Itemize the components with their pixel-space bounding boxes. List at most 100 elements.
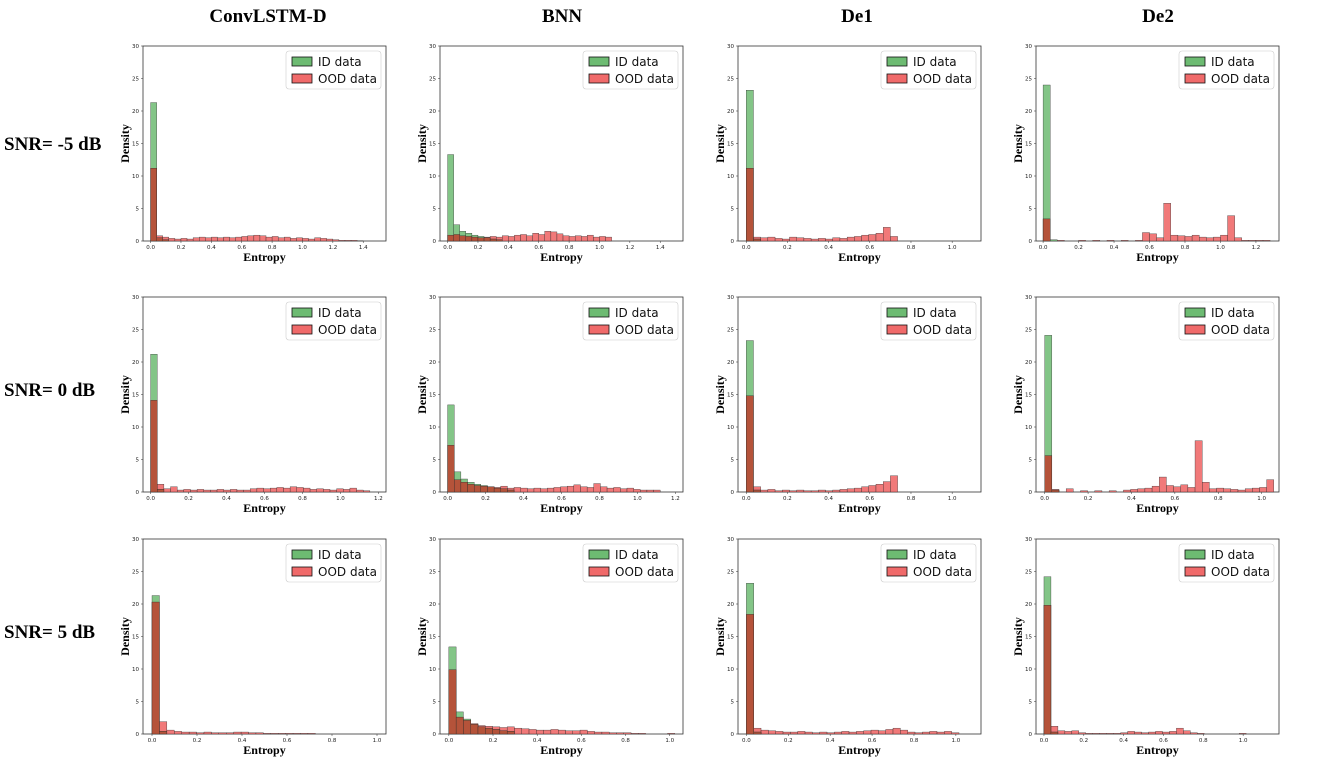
y-tick-label: 5 — [731, 458, 735, 464]
ood-bar — [1162, 731, 1170, 735]
ood-bar — [834, 731, 842, 735]
overlap-bar — [1050, 731, 1059, 735]
overlap-bar — [753, 238, 761, 242]
ood-bar — [308, 238, 315, 242]
y-tick-label: 20 — [132, 360, 139, 366]
y-tick-label: 20 — [1025, 360, 1032, 366]
legend: ID data OOD data — [880, 50, 977, 90]
x-tick-label: 0.6 — [865, 245, 874, 251]
x-tick-label: 0.8 — [298, 496, 307, 502]
legend-label-ood: OOD data — [318, 323, 377, 337]
ood-bar — [1180, 484, 1189, 493]
ood-bar — [190, 489, 198, 493]
ood-bar — [1262, 240, 1271, 242]
y-tick-label: 15 — [132, 393, 139, 399]
ood-bar — [255, 732, 264, 735]
legend-swatch-ood — [291, 73, 313, 84]
ood-bar — [520, 234, 527, 242]
ood-bar — [550, 729, 559, 735]
x-axis-label: Entropy — [243, 501, 285, 515]
ood-bar — [760, 237, 769, 242]
y-tick-label: 20 — [727, 109, 734, 115]
ood-bar — [861, 234, 869, 242]
ood-bar — [1080, 490, 1088, 493]
y-tick-label: 30 — [727, 44, 734, 50]
y-tick-label: 10 — [132, 425, 139, 431]
x-tick-label: 1.2 — [671, 496, 680, 502]
x-tick-label: 0.6 — [1159, 738, 1168, 744]
y-tick-label: 30 — [727, 537, 734, 543]
ood-bar — [296, 237, 303, 242]
y-tick-label: 30 — [132, 295, 139, 301]
y-tick-label: 0 — [731, 732, 735, 738]
ood-bar — [573, 484, 581, 493]
ood-bar — [580, 486, 588, 493]
ood-bar — [226, 732, 234, 735]
ood-bar — [538, 234, 545, 242]
y-axis-label: Density — [118, 617, 132, 656]
legend-label-id: ID data — [1211, 55, 1255, 69]
x-tick-label: 1.0 — [948, 245, 957, 251]
ood-bar — [832, 237, 841, 242]
ood-bar — [854, 236, 862, 242]
x-tick-label: 0.6 — [865, 496, 874, 502]
overlap-bar — [477, 726, 486, 735]
legend: ID data OOD data — [1178, 301, 1275, 341]
id-bar — [447, 154, 454, 242]
legend: ID data OOD data — [582, 543, 679, 583]
ood-bar — [914, 732, 923, 735]
ood-bar — [211, 236, 218, 242]
x-tick-label: 0.4 — [1110, 245, 1119, 251]
legend-label-id: ID data — [615, 306, 659, 320]
y-tick-label: 10 — [429, 667, 436, 673]
x-tick-label: 0.8 — [907, 245, 916, 251]
x-tick-label: 0.2 — [193, 738, 202, 744]
x-axis-label: Entropy — [1136, 250, 1178, 264]
overlap-bar — [463, 720, 471, 735]
ood-bar — [581, 236, 588, 242]
y-tick-label: 25 — [132, 328, 139, 334]
ood-bar — [803, 238, 812, 242]
ood-bar — [243, 489, 251, 493]
x-tick-label: 1.0 — [336, 496, 345, 502]
y-axis-label: Density — [415, 124, 429, 163]
y-tick-label: 25 — [1025, 570, 1032, 576]
ood-bar — [560, 486, 568, 493]
y-tick-label: 30 — [132, 44, 139, 50]
legend-label-id: ID data — [318, 548, 362, 562]
legend-swatch-ood — [588, 324, 610, 335]
ood-bar — [356, 489, 364, 493]
ood-bar — [848, 731, 857, 735]
y-tick-label: 20 — [727, 360, 734, 366]
ood-bar — [290, 238, 297, 242]
overlap-bar — [746, 395, 754, 493]
ood-bar — [861, 486, 869, 493]
y-tick-label: 15 — [1025, 142, 1032, 148]
x-tick-label: 0.2 — [1084, 496, 1093, 502]
y-tick-label: 10 — [1025, 667, 1032, 673]
y-tick-label: 15 — [132, 142, 139, 148]
legend-swatch-id — [886, 307, 908, 318]
ood-bar — [338, 240, 346, 242]
x-tick-label: 0.8 — [268, 245, 277, 251]
y-tick-label: 0 — [1029, 732, 1033, 738]
ood-bar — [527, 488, 535, 493]
histogram-panel-r1c0: 0 5 10 15 20 25 30 0.0 0.2 0.4 0.6 0.8 1.0 1.2 Entropy… — [111, 295, 388, 519]
ood-bar — [900, 729, 908, 735]
ood-bar — [626, 487, 634, 493]
overlap-bar — [477, 237, 485, 242]
ood-bar — [1078, 732, 1086, 735]
ood-bar — [890, 475, 898, 493]
y-axis-label: Density — [1011, 124, 1025, 163]
y-tick-label: 10 — [1025, 425, 1032, 431]
ood-bar — [336, 488, 344, 493]
legend-swatch-id — [291, 56, 313, 67]
histogram-panel-r2c2: 0 5 10 15 20 25 30 0.0 0.2 0.4 0.6 0.8 1.0 Entropy Den… — [706, 537, 983, 761]
x-tick-label: 0.8 — [621, 738, 630, 744]
y-axis-label: Density — [415, 375, 429, 414]
y-tick-label: 5 — [433, 458, 437, 464]
column-title-convlstm: ConvLSTM-D — [209, 6, 327, 27]
ood-bar — [170, 486, 178, 493]
histogram-panel-r0c3: 0 5 10 15 20 25 30 0.0 0.2 0.4 0.6 0.8 1.0 1.2 Entropy… — [1004, 44, 1281, 268]
ood-bar — [951, 732, 960, 735]
